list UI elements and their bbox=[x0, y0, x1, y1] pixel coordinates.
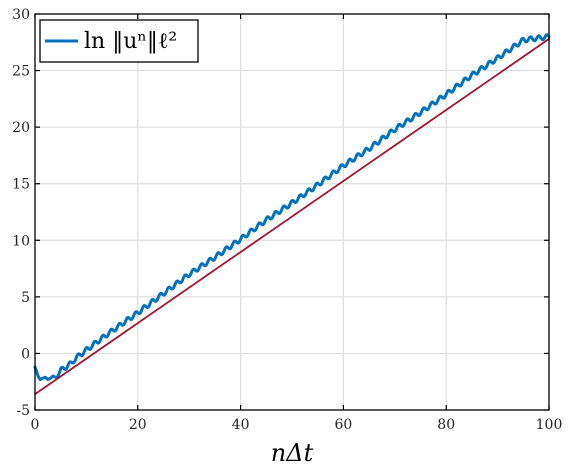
x-tick-label-0: 0 bbox=[31, 417, 40, 433]
legend: ln ‖uⁿ‖ℓ² bbox=[39, 19, 199, 63]
x-tick-label-4: 80 bbox=[437, 417, 455, 433]
series-group bbox=[33, 33, 551, 396]
y-tick-label-0: -5 bbox=[16, 403, 30, 419]
series-line-0 bbox=[33, 33, 551, 381]
y-tick-label-4: 15 bbox=[12, 177, 30, 193]
grid-lines bbox=[35, 14, 549, 410]
y-tick-label-1: 0 bbox=[21, 346, 30, 362]
y-tick-label-2: 5 bbox=[21, 290, 30, 306]
x-tick-label-3: 60 bbox=[334, 417, 352, 433]
x-tick-labels: 0 20 40 60 80 100 bbox=[31, 417, 563, 433]
x-tick-label-1: 20 bbox=[129, 417, 147, 433]
series-line-1 bbox=[34, 37, 550, 396]
y-tick-label-3: 10 bbox=[12, 233, 30, 249]
x-tick-label-2: 40 bbox=[232, 417, 250, 433]
tick-marks bbox=[34, 13, 550, 411]
y-tick-label-7: 30 bbox=[12, 7, 30, 23]
legend-entry-0: ln ‖uⁿ‖ℓ² bbox=[84, 29, 177, 54]
y-tick-label-6: 25 bbox=[12, 64, 30, 80]
plot-frame bbox=[34, 13, 550, 411]
x-axis-label: nΔt bbox=[271, 439, 314, 467]
x-tick-label-5: 100 bbox=[536, 417, 563, 433]
y-tick-label-5: 20 bbox=[12, 120, 30, 136]
y-tick-labels: -5 0 5 10 15 20 25 30 bbox=[12, 7, 30, 419]
